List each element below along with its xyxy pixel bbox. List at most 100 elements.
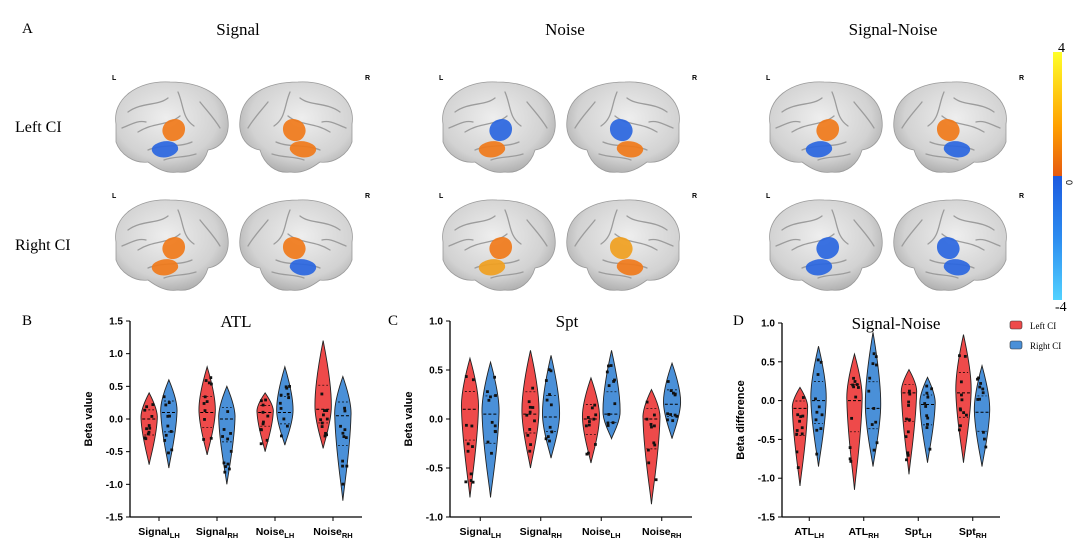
hemisphere-label-right: R [365, 75, 370, 82]
data-point [285, 424, 289, 428]
panel-label: C [388, 313, 398, 329]
activation-cluster [151, 141, 179, 158]
data-point [464, 375, 468, 378]
data-point [549, 369, 553, 373]
y-tick-label: 1.5 [109, 317, 123, 328]
brain-sulcus [975, 238, 1001, 247]
data-point [652, 413, 656, 417]
data-point [525, 413, 529, 417]
data-point [586, 416, 590, 419]
data-point [320, 392, 324, 396]
brain-sulcus [504, 209, 522, 245]
data-point [528, 405, 532, 409]
brain-sulcus [454, 215, 496, 231]
data-point [528, 427, 532, 431]
data-point [905, 458, 908, 462]
data-point [870, 423, 874, 426]
brain-sulcus [574, 101, 596, 129]
data-point [533, 419, 536, 423]
x-tick-label: SignalRH [196, 526, 238, 540]
data-point [852, 376, 855, 380]
data-point [852, 385, 855, 389]
data-point [672, 391, 675, 395]
data-point [801, 414, 805, 418]
data-point [227, 467, 231, 471]
data-point [494, 394, 497, 397]
violin-left-ci [198, 365, 216, 456]
data-point [925, 414, 929, 418]
brain-left-hemisphere [115, 81, 229, 173]
row-title-left-ci: Left CI [15, 119, 62, 136]
x-tick-label: SignalRH [520, 526, 562, 540]
data-point [817, 405, 821, 409]
data-point [587, 451, 590, 455]
data-point [907, 400, 911, 404]
data-point [930, 387, 934, 391]
data-point [469, 479, 473, 482]
brain-sulcus [648, 238, 674, 247]
data-point [167, 401, 171, 405]
violin-left-ci [955, 334, 972, 463]
brain-sulcus [273, 91, 291, 127]
data-point [203, 418, 206, 421]
data-point [487, 398, 491, 402]
brain-sulcus [598, 271, 632, 279]
data-point [653, 424, 656, 428]
chart-title: Spt [556, 312, 579, 331]
data-point [548, 425, 552, 429]
data-point [343, 406, 346, 410]
column-title-noise: Noise [545, 20, 585, 39]
data-point [343, 409, 347, 413]
y-tick-label: 0.0 [109, 415, 123, 426]
y-tick-label: -1.0 [106, 480, 124, 491]
data-point [493, 375, 496, 379]
hemisphere-label-left: L [112, 193, 117, 200]
brain-sulcus [626, 97, 668, 113]
data-point [466, 449, 470, 453]
data-point [209, 436, 213, 440]
data-point [264, 398, 267, 402]
column-title-signal: Signal [216, 20, 260, 39]
hemisphere-label-left: L [766, 193, 771, 200]
data-point [592, 417, 596, 421]
data-point [799, 415, 803, 418]
x-tick-label: SignalLH [459, 526, 501, 540]
data-point [471, 480, 475, 484]
data-point [531, 386, 535, 390]
data-point [675, 414, 679, 418]
data-point [671, 419, 675, 423]
brain-sulcus [775, 120, 801, 129]
data-point [960, 398, 964, 402]
hemisphere-label-right: R [692, 193, 697, 200]
data-point [982, 430, 985, 434]
legend: Left CI Right CI [1009, 320, 1061, 351]
brain-sulcus [925, 271, 959, 279]
y-tick-label: 0.0 [429, 415, 443, 426]
data-point [795, 432, 799, 436]
data-point [669, 413, 672, 416]
brain-sulcus [177, 209, 195, 245]
violin-left-ci [900, 368, 918, 475]
data-point [320, 421, 324, 425]
colorbar-max-label: 4 [1058, 41, 1065, 56]
x-tick-label: NoiseRH [313, 526, 352, 540]
panel-label: D [733, 313, 744, 329]
data-point [908, 392, 912, 396]
hemisphere-label-left: L [112, 75, 117, 82]
data-point [465, 423, 468, 427]
violin-right-ci [160, 378, 178, 469]
data-point [471, 445, 474, 448]
activation-cluster [943, 259, 971, 276]
data-point [549, 403, 553, 407]
data-point [323, 434, 327, 438]
brain-sulcus [127, 97, 169, 113]
data-point [147, 424, 151, 427]
data-point [848, 457, 852, 461]
y-tick-label: 1.0 [761, 319, 775, 330]
data-point [800, 426, 804, 430]
data-point [166, 424, 170, 428]
brain-sulcus [247, 219, 269, 247]
data-point [851, 383, 855, 387]
colorbar [1053, 52, 1062, 300]
column-title-signal-noise: Signal-Noise [849, 20, 938, 39]
